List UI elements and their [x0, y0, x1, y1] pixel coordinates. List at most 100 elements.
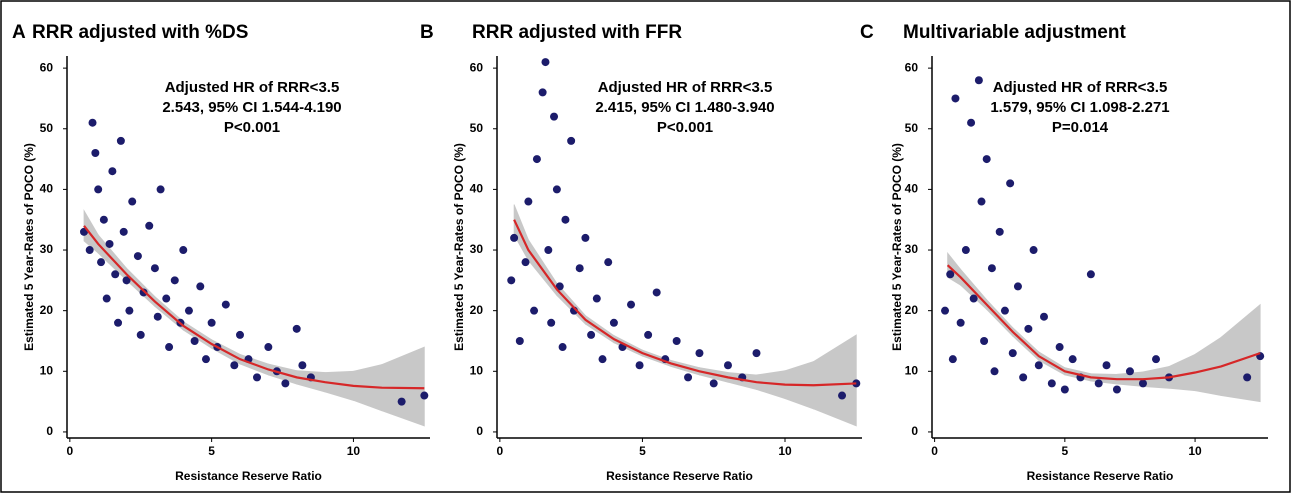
data-point — [974, 76, 983, 85]
data-point — [672, 336, 681, 345]
y-tick-label: 40 — [470, 182, 484, 196]
data-point — [1055, 343, 1064, 352]
x-tick-label: 5 — [639, 444, 646, 458]
data-point — [94, 185, 103, 194]
data-point — [108, 167, 117, 176]
data-point — [695, 349, 704, 358]
x-axis-label: Resistance Reserve Ratio — [175, 469, 322, 483]
data-point — [592, 294, 601, 303]
data-point — [555, 282, 564, 291]
data-point — [99, 215, 108, 224]
chart-title: Multivariable adjustment — [903, 22, 1126, 43]
data-point — [221, 300, 230, 309]
fit-line — [946, 264, 1261, 381]
data-point — [97, 258, 106, 267]
data-point — [530, 306, 539, 315]
y-tick-label: 30 — [905, 242, 919, 256]
data-point — [145, 221, 154, 230]
data-point — [91, 149, 100, 158]
y-tick-label: 40 — [905, 182, 919, 196]
data-point — [116, 136, 125, 145]
data-point — [552, 185, 561, 194]
y-tick-label: 20 — [470, 303, 484, 317]
x-tick-label: 10 — [347, 444, 361, 458]
data-point — [567, 136, 576, 145]
data-point — [1040, 312, 1048, 321]
y-tick-label: 0 — [46, 424, 53, 438]
y-tick-label: 60 — [40, 60, 54, 74]
data-point — [136, 330, 145, 339]
fit-line — [83, 225, 425, 390]
annotation: P=0.014 — [1052, 119, 1109, 136]
data-point — [507, 276, 516, 285]
data-point — [627, 300, 636, 309]
data-point — [598, 355, 607, 364]
data-point — [515, 336, 524, 345]
data-point — [587, 330, 596, 339]
annotation: 2.415, 95% CI 1.480-3.940 — [595, 99, 774, 116]
annotation: Adjusted HR of RRR<3.5 — [165, 79, 340, 96]
data-point — [541, 58, 550, 67]
panel-label: A — [12, 22, 26, 43]
data-point — [684, 373, 693, 382]
data-point — [1000, 306, 1009, 315]
data-point — [264, 343, 273, 352]
data-point — [170, 276, 179, 285]
data-point — [207, 318, 216, 327]
data-point — [550, 112, 559, 121]
data-point — [230, 361, 239, 370]
annotation: Adjusted HR of RRR<3.5 — [598, 79, 773, 96]
data-point — [561, 215, 570, 224]
y-tick-label: 60 — [905, 60, 919, 74]
data-point — [581, 233, 590, 242]
data-point — [150, 264, 159, 273]
data-point — [1243, 373, 1252, 382]
data-point — [990, 367, 999, 376]
data-point — [1024, 324, 1033, 333]
data-point — [1047, 379, 1056, 388]
data-point — [184, 306, 193, 315]
data-point — [977, 197, 986, 206]
confidence-band — [813, 334, 857, 427]
data-point — [652, 288, 661, 297]
y-tick-label: 40 — [40, 182, 54, 196]
data-point — [604, 258, 613, 267]
data-point — [122, 276, 131, 285]
data-point — [1102, 361, 1111, 370]
data-point — [1034, 361, 1043, 370]
data-point — [635, 361, 644, 370]
data-point — [948, 355, 957, 364]
annotation: P<0.001 — [657, 119, 713, 136]
data-point — [125, 306, 134, 315]
data-point — [397, 397, 406, 406]
y-axis-label: Estimated 5 Year-Rates of POCO (%) — [890, 143, 904, 351]
data-point — [190, 336, 199, 345]
chart-title: RRR adjusted with FFR — [472, 22, 682, 43]
data-point — [752, 349, 761, 358]
data-point — [510, 233, 519, 242]
x-tick-label: 10 — [1188, 444, 1202, 458]
confidence-band — [381, 346, 425, 427]
data-point — [575, 264, 584, 273]
data-point — [709, 379, 718, 388]
data-point — [133, 252, 142, 261]
y-axis-label: Estimated 5 Year-Rates of POCO (%) — [22, 143, 36, 351]
data-point — [1008, 349, 1017, 358]
data-point — [88, 118, 97, 127]
data-point — [201, 355, 210, 364]
data-point — [1019, 373, 1028, 382]
data-point — [235, 330, 244, 339]
data-point — [995, 227, 1004, 236]
data-point — [1029, 246, 1038, 255]
x-axis-label: Resistance Reserve Ratio — [1027, 469, 1174, 483]
data-point — [196, 282, 205, 291]
y-tick-label: 50 — [40, 121, 54, 135]
data-point — [1060, 385, 1069, 394]
data-point — [987, 264, 996, 273]
data-point — [102, 294, 111, 303]
y-tick-label: 60 — [470, 60, 484, 74]
x-tick-label: 5 — [1061, 444, 1068, 458]
panel-label: C — [860, 22, 874, 43]
y-tick-label: 30 — [470, 242, 484, 256]
